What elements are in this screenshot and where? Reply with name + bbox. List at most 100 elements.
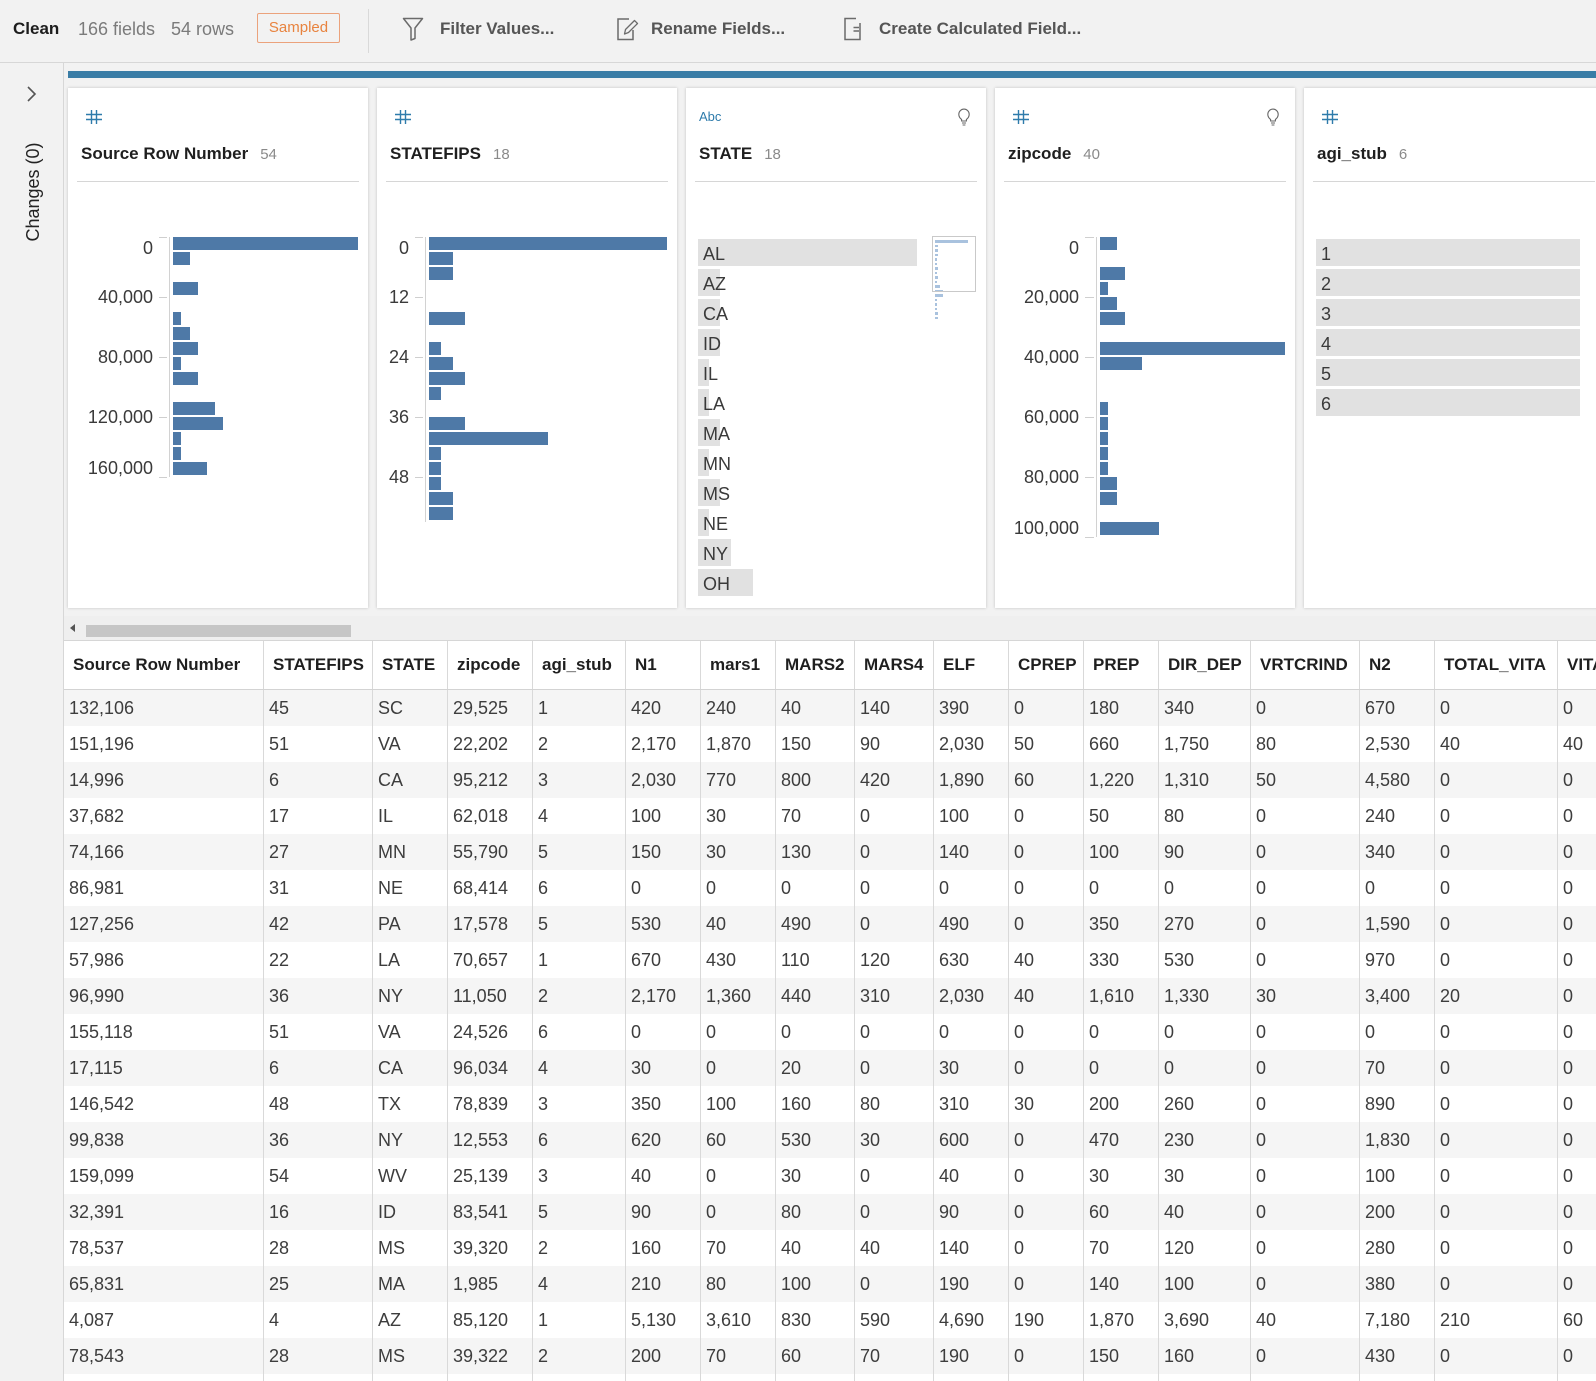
category-bar-row[interactable]: MA bbox=[698, 419, 917, 446]
histogram-bar[interactable] bbox=[429, 507, 453, 520]
table-cell[interactable]: 0 bbox=[1558, 1194, 1596, 1230]
table-cell[interactable]: 0 bbox=[1251, 1338, 1360, 1374]
table-cell[interactable]: 0 bbox=[1009, 870, 1084, 906]
table-cell[interactable]: 100 bbox=[626, 798, 701, 834]
table-cell[interactable]: 2,030 bbox=[934, 978, 1009, 1014]
histogram-bar[interactable] bbox=[173, 462, 207, 475]
field-name[interactable]: STATEFIPS bbox=[390, 144, 481, 163]
table-cell[interactable]: 0 bbox=[701, 1194, 776, 1230]
table-cell[interactable]: 70 bbox=[701, 1338, 776, 1374]
table-cell[interactable]: 440 bbox=[776, 978, 855, 1014]
table-cell[interactable]: 420 bbox=[626, 690, 701, 726]
histogram-bar[interactable] bbox=[1100, 477, 1117, 490]
table-cell[interactable]: 0 bbox=[1435, 798, 1558, 834]
table-cell[interactable]: 770 bbox=[701, 762, 776, 798]
table-cell[interactable]: 0 bbox=[1360, 1014, 1435, 1050]
histogram-bar[interactable] bbox=[429, 252, 453, 265]
table-cell[interactable]: 190 bbox=[934, 1338, 1009, 1374]
table-cell[interactable]: 40 bbox=[1251, 1302, 1360, 1338]
table-cell[interactable]: 0 bbox=[1435, 1230, 1558, 1266]
table-cell[interactable]: 260 bbox=[1159, 1086, 1251, 1122]
table-cell[interactable]: 210 bbox=[1435, 1302, 1558, 1338]
table-cell[interactable]: 0 bbox=[1558, 1014, 1596, 1050]
table-cell[interactable]: 1,830 bbox=[1360, 1122, 1435, 1158]
table-cell[interactable]: 6 bbox=[264, 762, 373, 798]
lightbulb-recommendation-icon[interactable] bbox=[1267, 108, 1279, 126]
table-cell[interactable]: 159,099 bbox=[64, 1158, 264, 1194]
table-cell[interactable]: 240 bbox=[701, 690, 776, 726]
table-cell[interactable]: 70 bbox=[701, 1230, 776, 1266]
table-cell[interactable]: 80 bbox=[1251, 726, 1360, 762]
table-cell[interactable]: 0 bbox=[1009, 1158, 1084, 1194]
column-header[interactable]: VITA bbox=[1558, 641, 1596, 689]
table-cell[interactable]: 4,580 bbox=[1360, 762, 1435, 798]
table-cell[interactable]: VA bbox=[373, 726, 448, 762]
table-cell[interactable]: 54 bbox=[264, 1158, 373, 1194]
category-bar-row[interactable]: 6 bbox=[1316, 389, 1580, 416]
table-cell[interactable]: 40 bbox=[776, 1230, 855, 1266]
table-cell[interactable]: 140 bbox=[934, 1230, 1009, 1266]
table-cell[interactable]: 0 bbox=[855, 1266, 934, 1302]
table-cell[interactable]: 0 bbox=[855, 1194, 934, 1230]
category-bar-row[interactable]: 1 bbox=[1316, 239, 1580, 266]
table-cell[interactable]: 200 bbox=[1360, 1194, 1435, 1230]
table-cell[interactable]: 78,537 bbox=[64, 1230, 264, 1266]
table-cell[interactable]: 30 bbox=[855, 1122, 934, 1158]
table-cell[interactable]: 40 bbox=[1009, 978, 1084, 1014]
profile-card-statefips[interactable]: STATEFIPS 18 0 12 24 36 48 bbox=[377, 88, 677, 608]
table-cell[interactable]: 0 bbox=[1435, 1266, 1558, 1302]
table-cell[interactable]: 30 bbox=[1251, 978, 1360, 1014]
category-bar-row[interactable]: IL bbox=[698, 359, 917, 386]
table-cell[interactable]: 30 bbox=[626, 1050, 701, 1086]
table-cell[interactable]: 630 bbox=[934, 942, 1009, 978]
table-cell[interactable]: 0 bbox=[1435, 1014, 1558, 1050]
histogram-bar[interactable] bbox=[429, 267, 453, 280]
table-cell[interactable]: 0 bbox=[855, 834, 934, 870]
table-cell[interactable]: 390 bbox=[934, 690, 1009, 726]
column-header[interactable]: DIR_DEP bbox=[1159, 641, 1251, 689]
table-cell[interactable]: MN bbox=[373, 834, 448, 870]
table-cell[interactable]: 85,120 bbox=[448, 1302, 533, 1338]
histogram-bar[interactable] bbox=[429, 357, 453, 370]
table-cell[interactable]: 80 bbox=[855, 1086, 934, 1122]
table-cell[interactable]: 83,541 bbox=[448, 1194, 533, 1230]
table-cell[interactable]: 2 bbox=[533, 1230, 626, 1266]
table-cell[interactable]: 4,690 bbox=[934, 1302, 1009, 1338]
field-name[interactable]: Source Row Number bbox=[81, 144, 249, 163]
table-cell[interactable]: 11,050 bbox=[448, 978, 533, 1014]
category-bar-row[interactable]: LA bbox=[698, 389, 917, 416]
table-cell[interactable]: 350 bbox=[626, 1086, 701, 1122]
table-cell[interactable]: 30 bbox=[701, 834, 776, 870]
histogram-bar[interactable] bbox=[1100, 402, 1109, 415]
table-cell[interactable]: 0 bbox=[626, 1014, 701, 1050]
table-cell[interactable]: 17 bbox=[264, 798, 373, 834]
table-cell[interactable]: 0 bbox=[1251, 1086, 1360, 1122]
table-cell[interactable]: 30 bbox=[776, 1158, 855, 1194]
table-cell[interactable]: 0 bbox=[626, 870, 701, 906]
column-header[interactable]: N2 bbox=[1360, 641, 1435, 689]
table-cell[interactable]: 0 bbox=[1435, 942, 1558, 978]
table-cell[interactable]: 3 bbox=[533, 1086, 626, 1122]
table-cell[interactable]: 0 bbox=[1084, 870, 1159, 906]
table-cell[interactable]: 1,220 bbox=[1084, 762, 1159, 798]
table-cell[interactable]: 14,996 bbox=[64, 762, 264, 798]
histogram-bar[interactable] bbox=[173, 312, 182, 325]
histogram-bar[interactable] bbox=[429, 432, 548, 445]
table-cell[interactable]: NY bbox=[373, 1122, 448, 1158]
table-cell[interactable]: 120 bbox=[1159, 1230, 1251, 1266]
table-cell[interactable]: TX bbox=[373, 1086, 448, 1122]
table-cell[interactable]: 0 bbox=[1251, 1194, 1360, 1230]
table-cell[interactable]: 0 bbox=[1009, 834, 1084, 870]
table-cell[interactable]: 490 bbox=[934, 906, 1009, 942]
table-cell[interactable]: 0 bbox=[1251, 1266, 1360, 1302]
column-header[interactable]: VRTCRIND bbox=[1251, 641, 1360, 689]
table-cell[interactable]: 80 bbox=[1159, 798, 1251, 834]
table-cell[interactable]: CA bbox=[373, 1050, 448, 1086]
category-bar-row[interactable]: AZ bbox=[698, 269, 917, 296]
table-cell[interactable]: 6 bbox=[533, 870, 626, 906]
table-cell[interactable]: 100 bbox=[1159, 1266, 1251, 1302]
table-cell[interactable]: 0 bbox=[1009, 1194, 1084, 1230]
table-cell[interactable]: 0 bbox=[1084, 1050, 1159, 1086]
table-cell[interactable]: 27 bbox=[264, 834, 373, 870]
table-cell[interactable]: 5 bbox=[533, 906, 626, 942]
